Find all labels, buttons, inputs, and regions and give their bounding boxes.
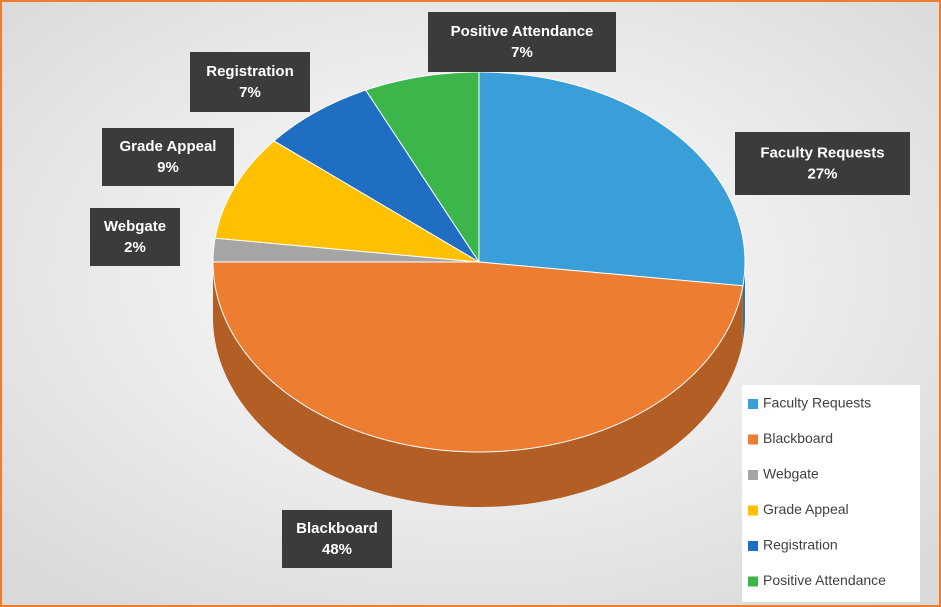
data-label-box — [190, 52, 310, 112]
data-label-name: Grade Appeal — [120, 138, 217, 155]
data-label-value: 9% — [157, 159, 179, 176]
legend-box — [742, 385, 920, 602]
slice — [478, 71, 746, 287]
data-label-name: Registration — [206, 63, 294, 80]
legend-swatch — [748, 505, 758, 516]
legend-swatch — [748, 576, 758, 587]
data-label-value: 2% — [124, 239, 146, 256]
legend-label: Registration — [763, 537, 838, 553]
data-label-name: Positive Attendance — [451, 23, 594, 40]
slice — [214, 140, 480, 263]
data-label-name: Blackboard — [296, 520, 378, 537]
legend-swatch — [748, 399, 758, 409]
slice — [212, 261, 744, 453]
data-label-box — [282, 510, 392, 568]
slice — [364, 71, 480, 264]
data-label-value: 7% — [511, 44, 533, 61]
legend-label: Positive Attendance — [763, 572, 886, 588]
legend-label: Grade Appeal — [763, 501, 849, 517]
slice-side — [213, 262, 743, 507]
legend-swatch — [748, 434, 758, 445]
data-label-name: Webgate — [104, 218, 166, 235]
data-label-value: 27% — [807, 165, 837, 182]
legend-label: Webgate — [763, 466, 819, 482]
legend-label: Blackboard — [763, 430, 833, 446]
legend-label: Faculty Requests — [763, 395, 871, 411]
slice-side — [742, 262, 745, 341]
legend-swatch — [748, 470, 758, 480]
data-label-value: 48% — [322, 541, 352, 558]
data-label-box — [102, 128, 234, 186]
data-label-value: 7% — [239, 84, 261, 101]
slice — [273, 89, 480, 263]
data-label-box — [735, 132, 910, 195]
data-label-box — [90, 208, 180, 266]
data-label-name: Faculty Requests — [760, 144, 884, 161]
data-label-box — [428, 12, 616, 72]
legend-swatch — [748, 541, 758, 551]
